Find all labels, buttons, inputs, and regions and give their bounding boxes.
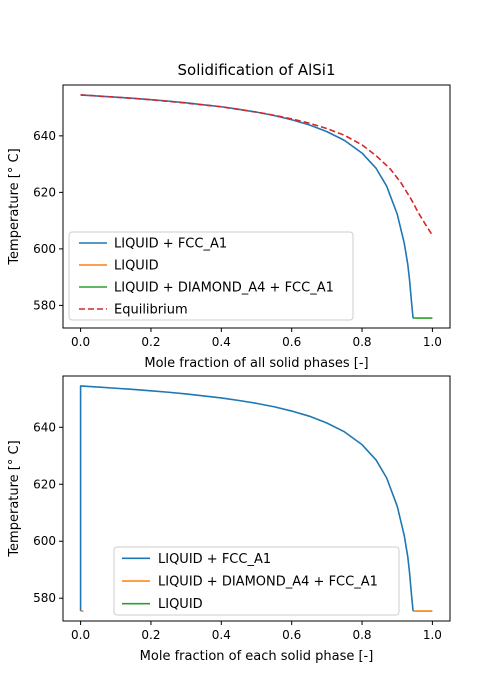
legend-entry: LIQUID + DIAMOND_A4 + FCC_A1 <box>114 281 334 296</box>
legend-entry: Equilibrium <box>114 303 188 318</box>
x-tick-label: 0.4 <box>212 335 231 349</box>
y-tick-label: 600 <box>33 534 56 548</box>
legend-entry: LIQUID + FCC_A1 <box>158 552 271 567</box>
y-tick-label: 620 <box>33 477 56 491</box>
x-axis-label: Mole fraction of each solid phase [-] <box>140 649 374 664</box>
legend: LIQUID + FCC_A1 LIQUID LIQUID + DIAMOND_A4… <box>68 231 354 321</box>
y-tick-label: 640 <box>33 129 56 143</box>
x-tick-label: 0.8 <box>352 628 371 642</box>
x-tick-label: 1.0 <box>423 628 442 642</box>
series-line-4 <box>80 94 434 236</box>
x-tick-label: 1.0 <box>423 335 442 349</box>
x-axis-label: Mole fraction of all solid phases [-] <box>144 356 368 371</box>
y-tick-label: 620 <box>33 185 56 199</box>
chart-2: 0.0 0.2 0.4 0.6 0.8 1.0 580 600 620 640 Mole fract… <box>7 375 451 664</box>
chart-title: Solidification of AlSi1 <box>178 61 336 79</box>
x-tick-label: 0.0 <box>71 335 90 349</box>
legend-entry: LIQUID + FCC_A1 <box>114 237 227 252</box>
x-tick-label: 0.6 <box>282 335 301 349</box>
x-tick-label: 0.0 <box>71 628 90 642</box>
axes-frame <box>62 375 451 622</box>
legend: LIQUID + FCC_A1 LIQUID + DIAMOND_A4 + FCC… <box>113 546 400 616</box>
series-line-1 <box>80 94 414 319</box>
x-tick-label: 0.8 <box>352 335 371 349</box>
y-tick-label: 640 <box>33 420 56 434</box>
legend-entry: LIQUID + DIAMOND_A4 + FCC_A1 <box>158 575 378 590</box>
x-tick-label: 0.2 <box>141 628 160 642</box>
chart-1: 0.0 0.2 0.4 0.6 0.8 1.0 580 600 620 640 Mole fract… <box>7 61 451 371</box>
axes-frame <box>62 84 451 329</box>
x-tick-label: 0.2 <box>141 335 160 349</box>
y-tick-label: 580 <box>33 298 56 312</box>
legend-box <box>68 231 354 321</box>
legend-box <box>113 546 400 616</box>
y-axis-label: Temperature [° C] <box>7 440 22 557</box>
y-axis-label: Temperature [° C] <box>7 148 22 265</box>
y-tick-label: 580 <box>33 591 56 605</box>
legend-entry: LIQUID <box>114 259 159 274</box>
x-tick-label: 0.4 <box>212 628 231 642</box>
y-tick-label: 600 <box>33 242 56 256</box>
legend-entry: LIQUID <box>158 597 203 612</box>
series-line-1 <box>79 385 414 612</box>
x-tick-label: 0.6 <box>282 628 301 642</box>
